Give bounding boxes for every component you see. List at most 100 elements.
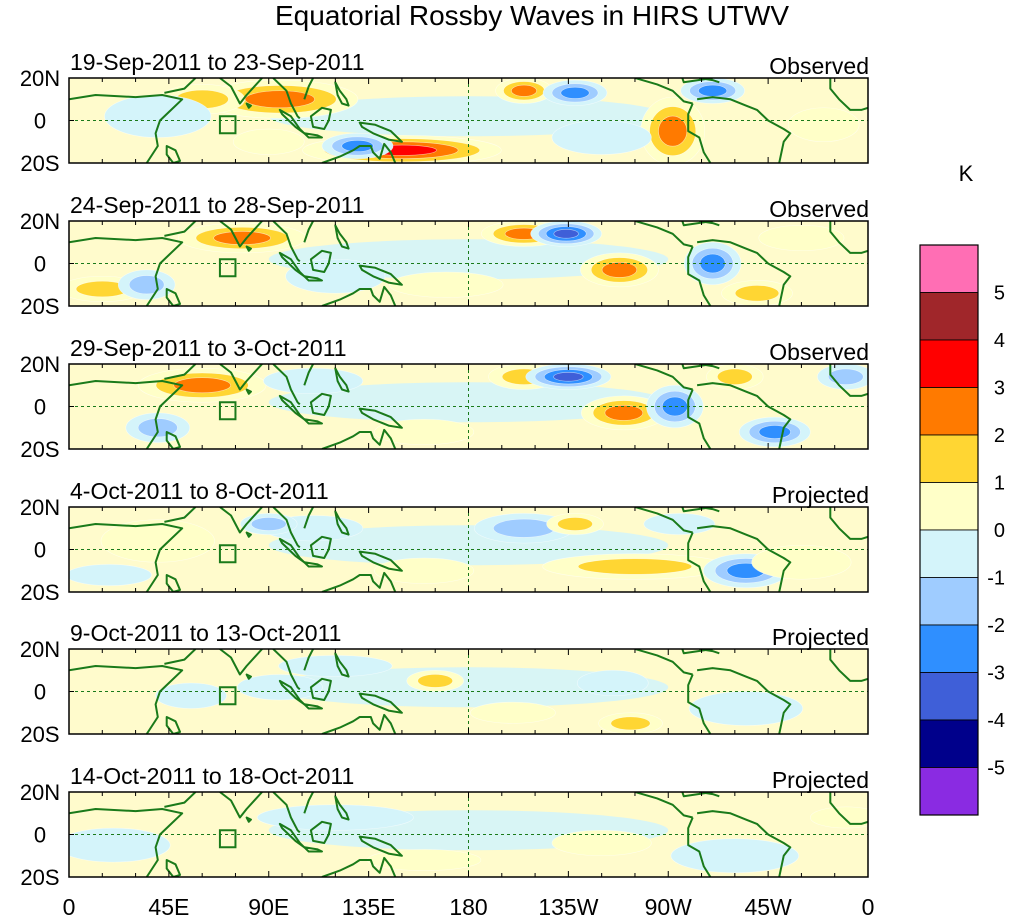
- map-panel: 20N 0 20S 4-Oct-2011 to 8-Oct-2011 Projected: [20, 478, 869, 605]
- coastline-path: [334, 510, 350, 536]
- longitude-axis: 0 45E 90E 135E 180 135W 90W 45W 0: [63, 894, 875, 920]
- coastline-path: [303, 561, 323, 568]
- colorbar-tick-label: -2: [987, 615, 1005, 637]
- coastline-path: [334, 795, 350, 821]
- lat-label: 20S: [20, 437, 59, 462]
- anomaly-contour: [244, 90, 315, 109]
- coastline-path: [687, 667, 792, 734]
- colorbar-frame: [919, 244, 979, 816]
- lat-label: 20N: [20, 495, 60, 520]
- index-box: [218, 401, 237, 421]
- panel-date-range: 9-Oct-2011 to 13-Oct-2011: [70, 620, 341, 646]
- coastline-path: [245, 245, 252, 252]
- anomaly-contour: [104, 94, 212, 138]
- coastline-path: [358, 835, 403, 857]
- colorbar-tick-label: 3: [994, 378, 1005, 400]
- anomaly-contour: [256, 804, 414, 831]
- anomaly-contour: [576, 669, 649, 697]
- panel-type-label: Projected: [772, 767, 869, 793]
- coastline-path: [69, 94, 184, 163]
- anomaly-contour: [155, 682, 227, 709]
- colorbar-swatch: [919, 434, 979, 483]
- coastline-path: [358, 264, 403, 286]
- coastline-path: [687, 239, 792, 306]
- lat-label: 20N: [20, 352, 60, 377]
- anomaly-contour: [236, 674, 323, 701]
- coastline-path: [829, 221, 868, 254]
- anomaly-contour: [751, 544, 852, 580]
- lat-label: 20N: [20, 209, 60, 234]
- coastline-path: [829, 364, 868, 397]
- anomaly-contour: [469, 701, 556, 724]
- anomaly-contour: [417, 674, 453, 688]
- coastline-path: [69, 380, 184, 449]
- coastline-path: [272, 78, 314, 120]
- coastline-path: [164, 78, 263, 105]
- panel-type-label: Projected: [772, 482, 869, 508]
- coastline-path: [321, 713, 397, 734]
- lat-label: 20S: [20, 865, 59, 890]
- coastline-path: [334, 224, 350, 250]
- anomaly-contour: [604, 405, 644, 421]
- colorbar-swatch: [919, 529, 979, 578]
- colorbar-tick-label: 1: [994, 473, 1005, 495]
- colorbar-swatch: [919, 339, 979, 388]
- coastline-path: [272, 221, 314, 263]
- anomaly-contour: [610, 716, 651, 731]
- panels: 20N 0 20S 19-Sep-2011 to 23-Sep-2011 Observe…: [20, 49, 869, 890]
- lat-label: 0: [34, 538, 46, 563]
- lon-label: 90E: [248, 894, 289, 920]
- colorbar-swatch: [919, 672, 979, 721]
- anomaly-contour: [577, 558, 693, 575]
- lon-label: 0: [63, 894, 76, 920]
- coastline-path: [272, 792, 314, 834]
- anomaly-contour: [717, 368, 753, 385]
- panel-date-range: 14-Oct-2011 to 18-Oct-2011: [70, 763, 354, 789]
- coastline-path: [321, 571, 397, 592]
- anomaly-contour: [69, 827, 171, 863]
- colorbar-tick-label: 4: [994, 330, 1005, 352]
- coastline-path: [164, 507, 263, 534]
- anomaly-contour: [828, 368, 864, 385]
- anomaly-contour: [787, 107, 860, 143]
- lat-label: 20N: [20, 780, 60, 805]
- coastline-path: [69, 237, 184, 306]
- anomaly-contour: [557, 517, 593, 531]
- colorbar-tick-label: 5: [994, 283, 1005, 305]
- lat-label: 0: [34, 109, 46, 134]
- lat-label: 0: [34, 680, 46, 705]
- colorbar-tick-label: -3: [987, 663, 1005, 685]
- coastline-path: [358, 550, 403, 572]
- coastline-path: [303, 275, 323, 282]
- anomaly-contour: [341, 140, 374, 152]
- index-box: [218, 829, 237, 849]
- index-box: [218, 115, 237, 135]
- anomaly-contour: [511, 84, 537, 97]
- lat-label: 20N: [20, 637, 60, 662]
- anomaly-contour: [758, 224, 845, 252]
- anomaly-contour: [658, 115, 688, 147]
- colorbar-tick-label: -1: [987, 568, 1005, 590]
- coastline-path: [321, 285, 397, 306]
- panel-type-label: Projected: [772, 624, 869, 650]
- lat-label: 20S: [20, 294, 59, 319]
- lon-label: 135E: [342, 894, 396, 920]
- map-panel: 20N 0 20S 14-Oct-2011 to 18-Oct-2011 Project…: [20, 763, 869, 890]
- coastline-path: [687, 96, 792, 163]
- colorbar-swatch: [919, 767, 979, 816]
- colorbar-tick-label: -5: [987, 758, 1005, 780]
- lat-label: 0: [34, 395, 46, 420]
- anomaly-contour: [374, 418, 475, 446]
- anomaly-contour: [688, 691, 804, 726]
- index-box: [218, 686, 237, 706]
- coastline-path: [687, 810, 792, 877]
- coastline-path: [303, 132, 323, 139]
- panel-type-label: Observed: [769, 339, 869, 365]
- coastline-path: [358, 121, 403, 143]
- coastline-path: [303, 418, 323, 425]
- colorbar-swatch: [919, 482, 979, 531]
- anomaly-contour: [734, 285, 780, 302]
- index-box: [218, 258, 237, 278]
- coastline-path: [272, 364, 314, 406]
